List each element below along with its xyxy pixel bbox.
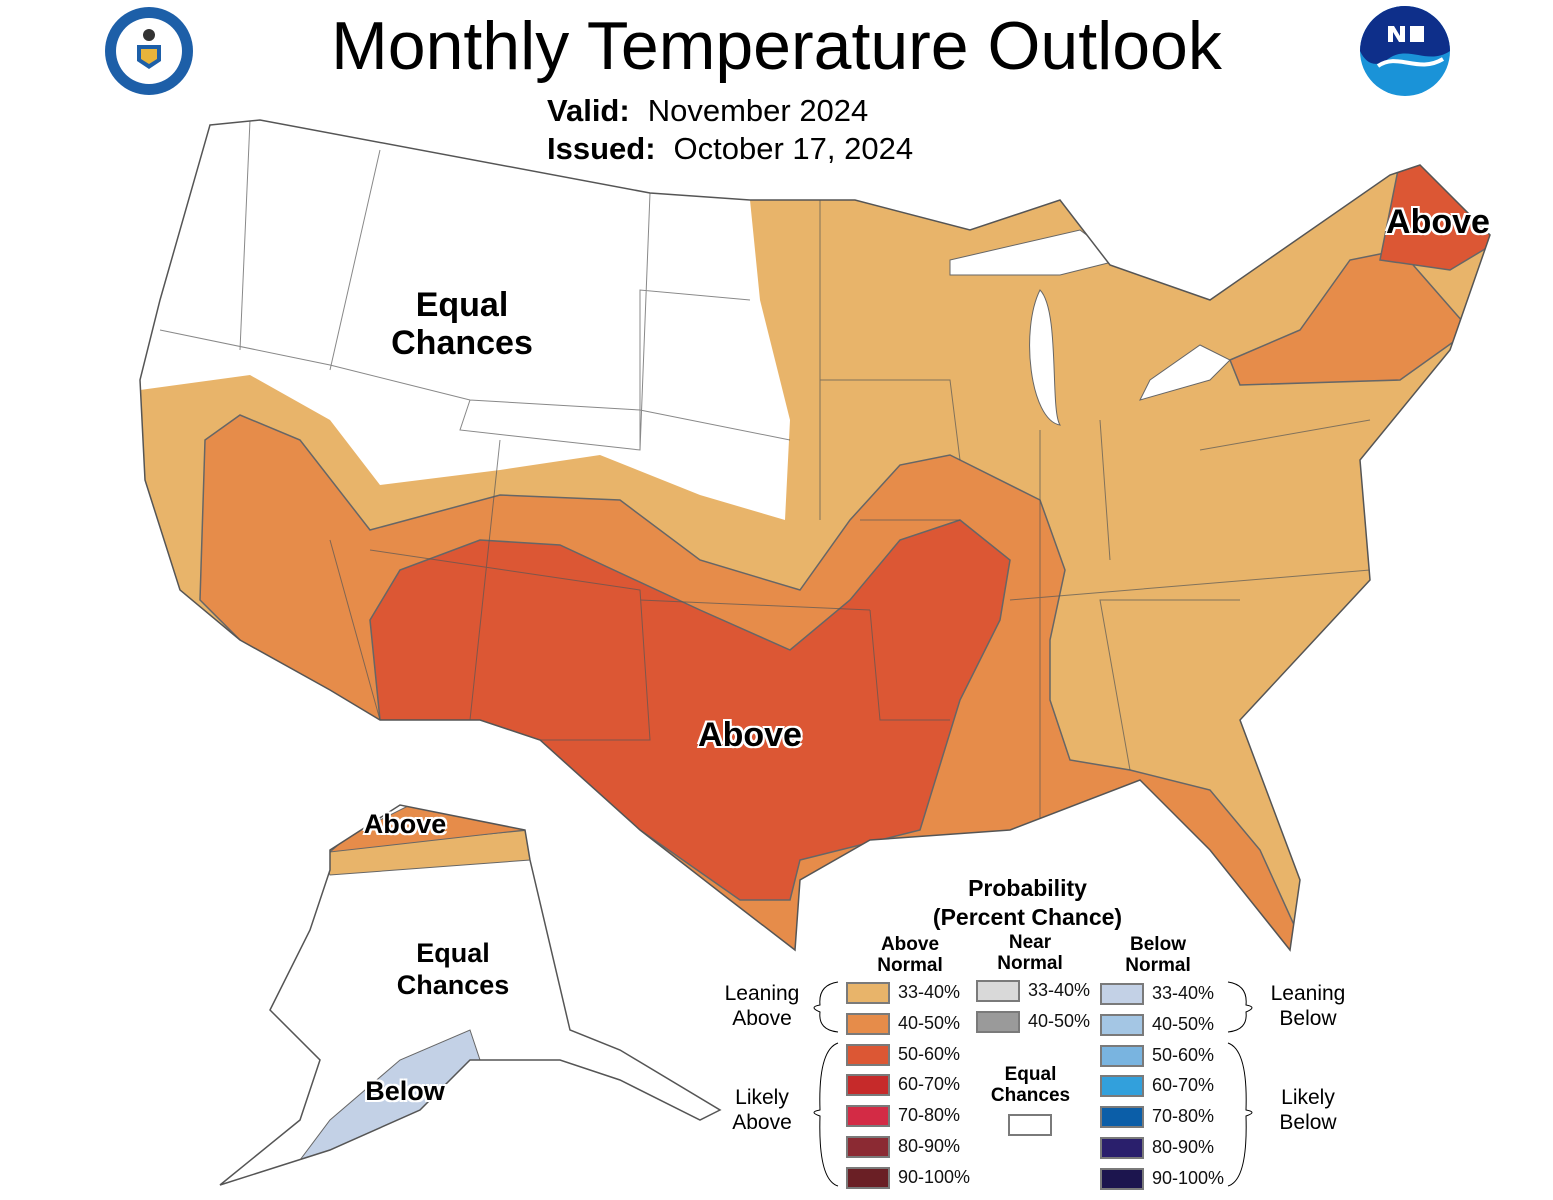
legend-label-below-0: 33-40% (1152, 983, 1215, 1003)
legend-swatch-below-4 (1100, 1106, 1144, 1128)
legend-swatch-near-0 (976, 980, 1020, 1002)
valid-value: November 2024 (647, 93, 869, 128)
legend-likely-below: Likely Below (1279, 1086, 1337, 1134)
issued-value: October 17, 2024 (673, 131, 914, 166)
lake-erie-ontario (1139, 344, 1231, 401)
legend-braces (813, 981, 1253, 1187)
page-title: Monthly Temperature Outlook (331, 8, 1222, 84)
alaska-outline (219, 804, 722, 1186)
legend-swatch-above-0 (846, 982, 890, 1004)
legend-swatch-near-1 (976, 1011, 1020, 1033)
legend-title-line2: (Percent Chance) (932, 904, 1123, 930)
legend-swatch-below-2 (1100, 1045, 1144, 1067)
equal-chances-region (140, 120, 790, 520)
legend-label-above-0: 33-40% (898, 982, 961, 1002)
legend-swatch-below-0 (1100, 983, 1144, 1005)
state-borders (159, 120, 1371, 830)
label-above-northeast: Above (1386, 203, 1490, 241)
noaa-logo (1360, 6, 1450, 96)
legend-title-line1: Probability (968, 875, 1087, 901)
legend-label-above-3: 60-70% (898, 1074, 961, 1094)
legend-swatch-above-2 (846, 1044, 890, 1066)
legend-label-above-1: 40-50% (898, 1013, 961, 1033)
legend-label-below-2: 50-60% (1152, 1045, 1215, 1065)
legend-label-above-4: 70-80% (898, 1105, 961, 1125)
legend-col-near: Near Normal (997, 932, 1063, 974)
doc-seal-logo (105, 7, 193, 95)
lake-michigan (1029, 289, 1062, 426)
conus-outline (139, 119, 1491, 952)
northeast-40-50-region (1229, 249, 1472, 386)
valid-label: Valid: (547, 93, 630, 128)
legend-label-above-2: 50-60% (898, 1044, 961, 1064)
legend-swatch-below-6 (1100, 1168, 1144, 1190)
label-alaska-equal-chances: Equal Chances (396, 938, 510, 1000)
legend-col-below: Below Normal (1125, 934, 1191, 976)
legend-swatch-below-1 (1100, 1014, 1144, 1036)
legend-label-below-5: 80-90% (1152, 1137, 1215, 1157)
lake-superior (949, 229, 1122, 276)
label-above-south: Above (698, 716, 802, 754)
legend-swatch-above-3 (846, 1074, 890, 1096)
legend-label-above-6: 90-100% (898, 1167, 971, 1187)
legend-label-below-3: 60-70% (1152, 1075, 1215, 1095)
legend-swatch-below-5 (1100, 1137, 1144, 1159)
legend-swatch-equal-chances (1008, 1114, 1052, 1136)
legend-swatch-below-3 (1100, 1075, 1144, 1097)
label-equal-chances-conus: Equal Chances (391, 286, 533, 362)
legend-leaning-above: Leaning Above (724, 982, 800, 1030)
legend-label-near-0: 33-40% (1028, 980, 1091, 1000)
legend-swatch-above-1 (846, 1013, 890, 1035)
legend-label-below-1: 40-50% (1152, 1014, 1215, 1034)
valid-line: Valid: November 2024 (547, 94, 868, 128)
legend-label-below-4: 70-80% (1152, 1106, 1215, 1126)
label-alaska-above: Above (363, 809, 447, 839)
issued-line: Issued: October 17, 2024 (547, 132, 913, 166)
legend-swatch-above-4 (846, 1105, 890, 1127)
label-alaska-below: Below (365, 1076, 445, 1106)
legend-equal-chances: Equal Chances (990, 1064, 1071, 1106)
above-50-60-region (369, 519, 1011, 901)
legend-swatch-above-6 (846, 1167, 890, 1189)
issued-label: Issued: (547, 131, 656, 166)
legend-swatch-above-5 (846, 1136, 890, 1158)
legend-label-near-1: 40-50% (1028, 1011, 1091, 1031)
legend-label-below-6: 90-100% (1152, 1168, 1225, 1188)
legend-leaning-below: Leaning Below (1270, 982, 1346, 1030)
legend-label-above-5: 80-90% (898, 1136, 961, 1156)
legend-likely-above: Likely Above (732, 1086, 792, 1134)
legend-col-above: Above Normal (877, 934, 943, 976)
